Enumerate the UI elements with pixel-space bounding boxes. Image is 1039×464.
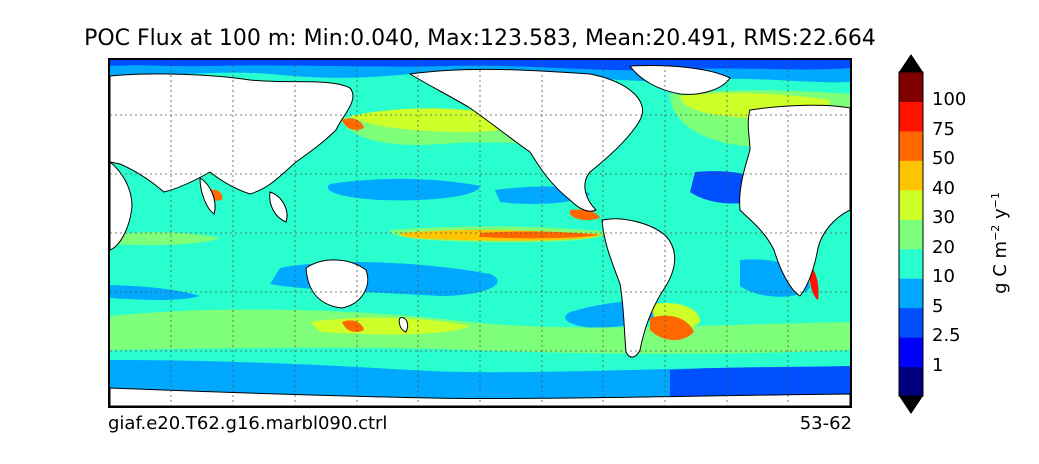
colorbar-tick-label: 100: [932, 89, 967, 111]
colorbar-tick-label: 1: [932, 354, 944, 376]
colorbar-units: g C m−2 y−1: [989, 192, 1011, 294]
colorbar-swatch: [899, 101, 923, 132]
graticule: [110, 60, 850, 406]
australia: [305, 259, 369, 309]
poc-flux-map: [108, 58, 852, 408]
colorbar-swatch: [899, 72, 923, 102]
colorbar-tick-label: 5: [932, 295, 944, 317]
japan-hotspot: [342, 118, 364, 130]
colorbar-swatch: [899, 366, 923, 397]
map-canvas: [110, 60, 850, 406]
indian-ocean-band: [110, 232, 220, 246]
colorbar-swatch: [899, 160, 923, 191]
colorbar-top-extend: [899, 54, 923, 72]
colorbar-tick-label: 40: [932, 177, 955, 199]
africa-europe: [739, 104, 850, 297]
colorbar-tick-label: 50: [932, 148, 955, 170]
costa-rica-dome: [570, 209, 600, 221]
colorbar-swatch: [899, 219, 923, 250]
case-name: giaf.e20.T62.g16.marbl090.ctrl: [108, 413, 388, 434]
map-title: POC Flux at 100 m: Min:0.040, Max:123.58…: [84, 26, 876, 51]
year-range: 53-62: [799, 413, 852, 434]
eurasia: [110, 73, 354, 195]
south-america: [601, 218, 676, 358]
colorbar-swatch: [899, 248, 923, 279]
colorbar-swatch: [899, 337, 923, 368]
north-pacific-gyre-west: [327, 178, 480, 201]
colorbar-tick-label: 30: [932, 207, 955, 229]
greenland: [629, 65, 731, 95]
patagonia-hotspot: [650, 315, 694, 341]
colorbar-swatch: [899, 307, 923, 338]
colorbar-tick-label: 2.5: [932, 325, 961, 347]
colorbar-tick-label: 10: [932, 266, 955, 288]
colorbar-frame: [898, 71, 924, 397]
south-atlantic-gyre-west: [110, 285, 200, 300]
new-zealand: [398, 317, 409, 333]
colorbar-swatch: [899, 189, 923, 220]
africa-east-edge: [110, 161, 133, 251]
indochina: [269, 191, 288, 223]
india: [199, 177, 216, 215]
colorbar: [898, 54, 924, 414]
colorbar-tick-label: 20: [932, 236, 955, 258]
colorbar-tick-label: 75: [932, 118, 955, 140]
colorbar-swatch: [899, 130, 923, 161]
colorbar-bottom-extend: [899, 396, 923, 414]
kuroshio-high: [350, 108, 518, 132]
north-america: [408, 68, 643, 212]
tasman-hotspot: [342, 320, 364, 332]
colorbar-swatch: [899, 278, 923, 309]
